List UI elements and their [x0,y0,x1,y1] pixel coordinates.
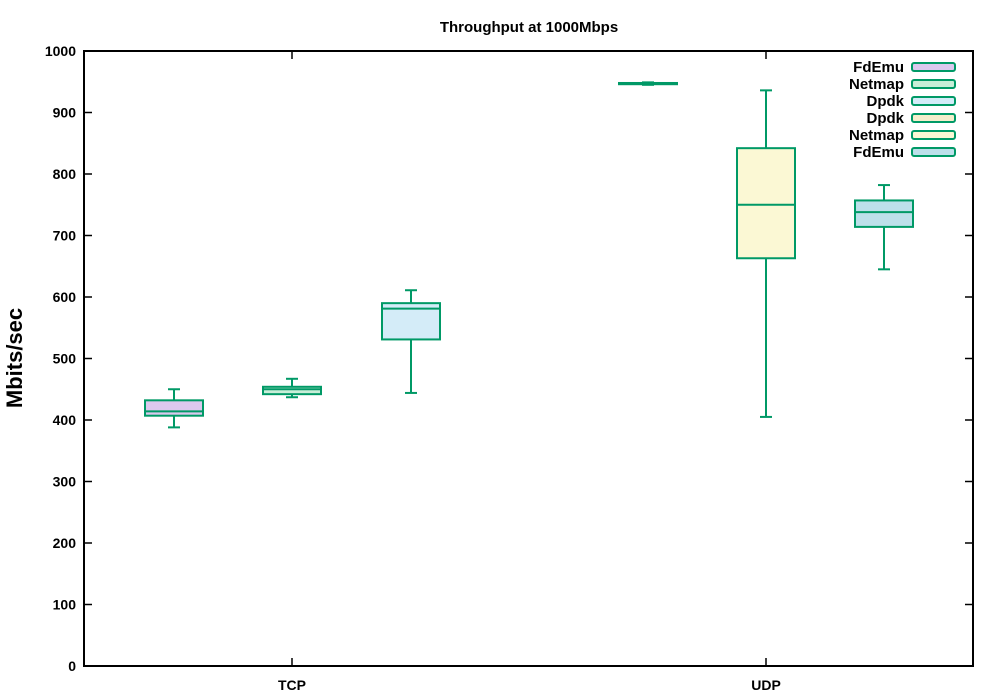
box-iqr [736,147,796,260]
box-iqr [262,385,322,396]
box-udp-netmap [736,89,796,418]
legend-entry: FdEmu [853,144,956,161]
legend-entry: Dpdk [867,110,956,127]
legend-label: Dpdk [867,110,905,127]
box-iqr [144,399,204,417]
y-tick-label: 1000 [45,43,76,59]
y-tick-label: 600 [53,289,77,305]
legend-entry: FdEmu [853,59,956,76]
y-tick-label: 800 [53,166,77,182]
legend-entry: Dpdk [867,93,956,110]
legend-label: FdEmu [853,59,904,76]
x-tick-label: UDP [751,677,781,693]
y-tick-label: 0 [68,658,76,674]
y-tick-label: 500 [53,351,77,367]
box-tcp-dpdk [381,289,441,394]
box-series [144,81,914,429]
legend-label: FdEmu [853,144,904,161]
y-tick-label: 400 [53,412,77,428]
legend-swatch [911,79,956,89]
x-axis: TCP UDP [278,51,781,693]
y-tick-label: 100 [53,597,77,613]
box-tcp-netmap [262,377,322,399]
y-axis: 0 100 200 300 400 500 600 700 800 900 1000 [45,43,973,674]
y-tick-label: 300 [53,474,77,490]
legend-swatch [911,62,956,72]
y-axis-label: Mbits/sec [2,308,27,408]
y-tick-label: 700 [53,228,77,244]
plot-frame [83,50,974,667]
legend-swatch [911,147,956,157]
y-tick-label: 900 [53,105,77,121]
legend-swatch [911,130,956,140]
legend-swatch [911,113,956,123]
box-udp-dpdk [618,81,678,86]
box-udp-fdemu [854,184,914,271]
x-tick-label: TCP [278,677,306,693]
legend-entry: Netmap [849,76,956,93]
box-iqr [854,199,914,228]
chart-title: Throughput at 1000Mbps [440,19,618,36]
legend-label: Dpdk [867,93,905,110]
y-tick-label: 200 [53,535,77,551]
box-tcp-fdemu [144,388,204,429]
legend-label: Netmap [849,76,904,93]
legend-swatch [911,96,956,106]
legend-entry: Netmap [849,127,956,144]
legend-label: Netmap [849,127,904,144]
